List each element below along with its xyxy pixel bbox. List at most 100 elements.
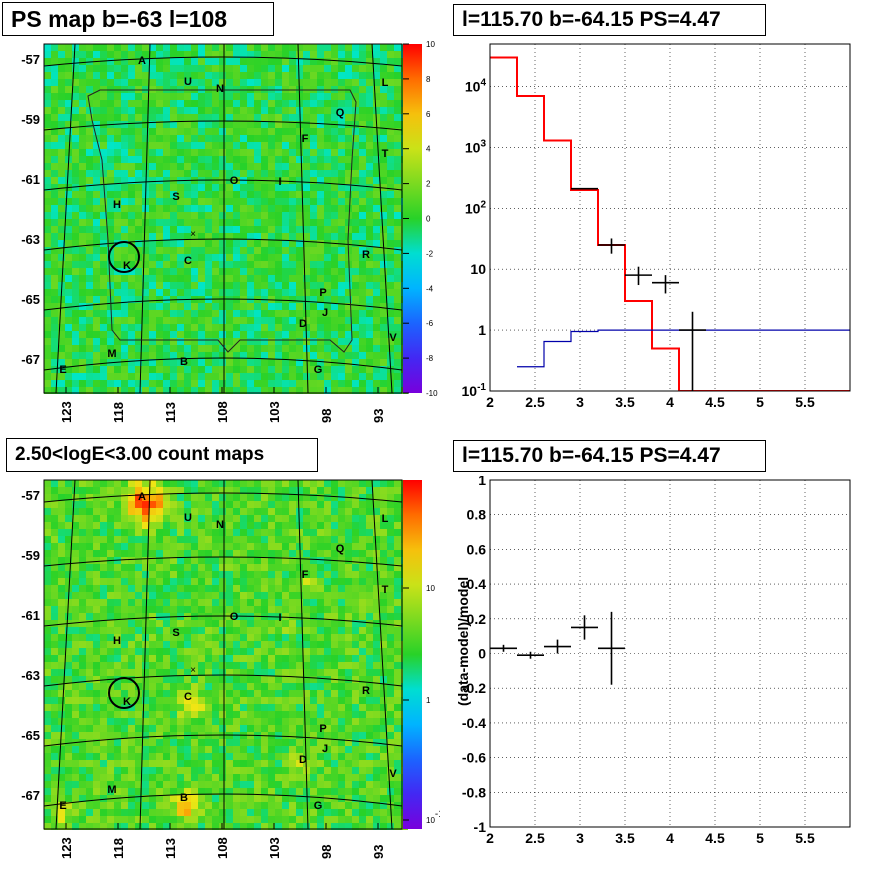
x-tick-label: 5	[756, 394, 764, 410]
x-tick-label: 2.5	[525, 830, 545, 846]
source-label-C: C	[184, 691, 192, 703]
colorbar-tick-label: 10	[426, 40, 435, 49]
x-tick-label: 103	[267, 837, 282, 859]
colorbar-tick-label: 4	[426, 145, 431, 154]
x-tick-label: 123	[59, 837, 74, 859]
ps-map-target-circle	[108, 241, 140, 273]
y-tick-label: -0.2	[462, 680, 486, 696]
residual-data-point	[544, 639, 571, 654]
residual-y-label: (data-model)/model	[455, 577, 471, 706]
x-tick-label: 4.5	[705, 394, 725, 410]
ps-map-source-labels: A U N L Q F T O I H S K C R PJ D V M B G E	[59, 55, 397, 376]
ps-map-region-outline	[87, 89, 357, 353]
y-tick-label: -1	[474, 819, 487, 835]
y-tick-label: 1	[478, 476, 486, 488]
source-label-P: P	[319, 723, 326, 735]
source-label-K: K	[123, 696, 131, 708]
ps-map-cells	[44, 44, 408, 394]
colorbar-tick-label: -6	[426, 319, 434, 328]
source-label-E: E	[59, 800, 66, 812]
y-tick-label: -67	[21, 352, 40, 367]
x-tick-label: 5.5	[795, 394, 815, 410]
source-label-F: F	[302, 569, 309, 581]
y-tick-label: 102	[465, 199, 487, 216]
source-label-B: B	[180, 792, 188, 804]
colorbar-tick-label: -4	[426, 284, 434, 293]
ps-map-title: PS map b=-63 l=108	[2, 2, 274, 36]
y-tick-label: -0.4	[462, 715, 486, 731]
y-tick-label: -61	[21, 172, 40, 187]
x-tick-label: 5.5	[795, 830, 815, 846]
y-tick-label: 0	[478, 646, 486, 662]
x-tick-label: 4	[666, 830, 674, 846]
source-label-N: N	[216, 83, 224, 95]
source-label-C: C	[184, 255, 192, 267]
residual-y-ticks: 1 0.8 0.6 0.4 0.2 0 -0.2 -0.4 -0.6 -0.8 -1	[462, 476, 486, 835]
residual-chart: 2 2.5 3 3.5 4 4.5 5 5.5 1 0.8 0.6 0.4 0.2 0 -0.2 -0.4 -…	[455, 476, 851, 846]
x-tick-label: 2.5	[525, 394, 545, 410]
spectrum-background-step	[517, 329, 850, 368]
x-tick-label: 2	[486, 830, 494, 846]
source-label-J: J	[322, 307, 328, 319]
x-tick-label: 93	[371, 409, 386, 423]
colorbar-tick-label: 2	[426, 180, 431, 189]
spectrum-data-point	[625, 266, 652, 286]
source-label-U: U	[184, 512, 192, 524]
x-tick-label: 108	[215, 401, 230, 423]
count-map-colorbar	[403, 480, 422, 829]
source-label-I: I	[278, 612, 281, 624]
x-tick-label: 113	[163, 838, 178, 859]
ps-map-frame	[43, 43, 403, 394]
residual-grid	[489, 479, 850, 828]
y-tick-label: -59	[21, 112, 40, 127]
count-map-grid	[43, 479, 403, 830]
source-label-K: K	[123, 260, 131, 272]
source-label-T: T	[382, 584, 389, 596]
count-map-center-marker: ×	[190, 665, 196, 676]
y-tick-label: 10-1	[462, 382, 487, 399]
source-label-D: D	[299, 318, 307, 330]
y-tick-label: 0.8	[467, 507, 487, 523]
ps-map-y-ticks: -57 -59 -61 -63 -65 -67	[21, 52, 40, 367]
residual-data-point	[490, 644, 517, 652]
colorbar-tick-label: -8	[426, 354, 434, 363]
spectrum-x-ticks: 2 2.5 3 3.5 4 4.5 5 5.5	[486, 394, 815, 410]
source-label-A: A	[138, 55, 146, 67]
x-tick-label: 118	[111, 402, 126, 423]
source-label-P: P	[319, 287, 326, 299]
source-label-O: O	[230, 175, 239, 187]
ps-map-x-ticks: 123 118 113 108 103 98 93	[59, 387, 386, 423]
source-label-L: L	[382, 513, 389, 525]
x-tick-label: 2	[486, 394, 494, 410]
count-map-cells	[44, 480, 408, 830]
source-label-V: V	[389, 332, 397, 344]
spectrum-title: l=115.70 b=-64.15 PS=4.47	[453, 4, 766, 36]
source-label-H: H	[113, 635, 121, 647]
x-tick-label: 123	[59, 401, 74, 423]
count-map-y-ticks: -57 -59 -61 -63 -65 -67	[21, 488, 40, 803]
x-tick-label: 3.5	[615, 830, 635, 846]
y-tick-label: 103	[465, 138, 487, 155]
x-tick-label: 3	[576, 830, 584, 846]
y-tick-label: -0.6	[462, 750, 486, 766]
colorbar-tick-label: -2	[426, 249, 434, 258]
source-label-L: L	[382, 77, 389, 89]
y-tick-label: 0.4	[467, 576, 487, 592]
residual-data-point	[517, 651, 544, 659]
source-label-N: N	[216, 519, 224, 531]
colorbar-tick-label: 8	[426, 75, 431, 84]
ps-map-colorbar	[403, 44, 422, 393]
x-tick-label: 4.5	[705, 830, 725, 846]
y-tick-label: 0.2	[467, 611, 487, 627]
source-label-G: G	[314, 364, 323, 376]
x-tick-label: 4	[666, 394, 674, 410]
count-map-source-labels: A U N L Q F T O I H S K C R PJ D V M B G E	[59, 491, 397, 812]
source-label-G: G	[314, 800, 323, 812]
y-tick-label: -67	[21, 788, 40, 803]
x-tick-label: 3.5	[615, 394, 635, 410]
source-label-J: J	[322, 743, 328, 755]
source-label-V: V	[389, 768, 397, 780]
x-tick-label: 93	[371, 845, 386, 859]
